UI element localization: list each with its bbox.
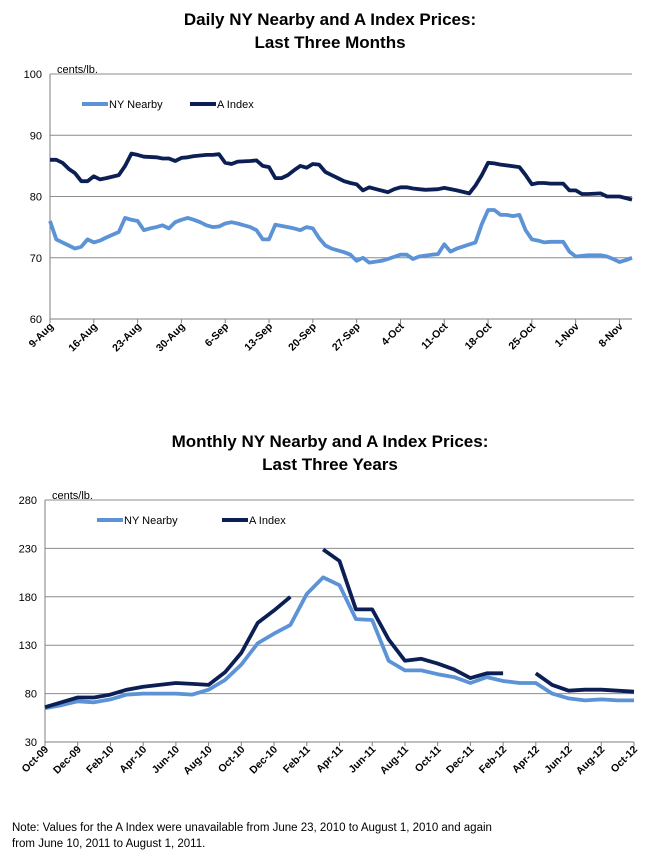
y-tick-label: 130 <box>19 640 37 652</box>
x-tick-label: Oct-11 <box>413 744 444 775</box>
legend-label: NY Nearby <box>109 99 163 111</box>
x-tick-label: Oct-10 <box>216 744 248 776</box>
x-tick-label: 1-Nov <box>553 321 582 350</box>
y-tick-label: 30 <box>25 737 37 749</box>
x-tick-label: Apr-10 <box>117 744 149 776</box>
y-tick-label: 180 <box>19 592 37 604</box>
footnote-line-2: from June 10, 2011 to August 1, 2011. <box>12 838 206 850</box>
series-line-ny-nearby <box>44 575 634 710</box>
x-tick-label: 18-Oct <box>463 320 495 352</box>
legend-label: A Index <box>249 515 286 527</box>
x-tick-label: 8-Nov <box>596 321 625 350</box>
daily-chart-title-line-2: Last Three Months <box>254 33 406 52</box>
x-tick-label: Apr-11 <box>314 744 346 776</box>
y-axis-label: cents/lb. <box>57 64 98 76</box>
x-tick-label: Aug-11 <box>378 744 411 777</box>
y-tick-label: 60 <box>30 314 42 326</box>
x-tick-label: 20-Sep <box>286 321 319 354</box>
series-line-a-index <box>50 151 633 202</box>
x-tick-label: Aug-12 <box>574 744 608 778</box>
y-tick-label: 90 <box>30 130 42 142</box>
y-tick-label: 280 <box>19 495 37 507</box>
x-tick-label: Dec-10 <box>247 744 280 777</box>
y-axis-label: cents/lb. <box>52 490 93 502</box>
x-tick-label: Feb-10 <box>84 744 117 777</box>
x-tick-label: 27-Sep <box>330 321 363 354</box>
y-tick-label: 80 <box>30 192 42 204</box>
x-tick-label: Feb-12 <box>477 744 510 777</box>
series-line-ny-nearby <box>48 208 633 265</box>
x-tick-label: 25-Oct <box>506 320 538 352</box>
x-tick-label: Jun-12 <box>542 744 575 777</box>
y-tick-label: 230 <box>19 543 37 555</box>
x-tick-label: 23-Aug <box>110 321 144 355</box>
footnote-line-1: Note: Values for the A Index were unavai… <box>12 822 492 834</box>
monthly-chart-title-line-1: Monthly NY Nearby and A Index Prices: <box>171 432 489 451</box>
x-tick-label: Oct-12 <box>609 744 641 776</box>
x-tick-label: Aug-10 <box>181 744 215 778</box>
x-tick-label: Jun-10 <box>150 744 183 777</box>
x-tick-label: 11-Oct <box>419 320 451 352</box>
x-tick-label: Feb-11 <box>281 744 313 776</box>
x-tick-label: Jun-11 <box>346 744 378 776</box>
x-tick-label: 6-Sep <box>203 321 232 350</box>
x-tick-label: Dec-11 <box>444 744 477 777</box>
daily-chart-title-line-1: Daily NY Nearby and A Index Prices: <box>183 10 477 29</box>
legend-label: A Index <box>217 99 254 111</box>
x-tick-label: Apr-12 <box>510 744 542 776</box>
monthly-chart-title-line-2: Last Three Years <box>262 455 398 474</box>
footnote: Note: Values for the A Index were unavai… <box>12 820 652 852</box>
series-line-a-index <box>322 547 504 680</box>
x-tick-label: Dec-09 <box>51 744 84 777</box>
y-tick-label: 70 <box>30 253 42 265</box>
y-tick-label: 100 <box>24 69 42 81</box>
x-tick-label: 16-Aug <box>66 321 100 355</box>
x-tick-label: 30-Aug <box>154 321 188 355</box>
x-tick-label: 4-Oct <box>379 320 407 348</box>
daily-chart-title: Daily NY Nearby and A Index Prices: Last… <box>0 8 660 54</box>
series-line-a-index <box>534 671 635 694</box>
x-tick-label: 13-Sep <box>242 321 275 354</box>
y-tick-label: 80 <box>25 689 37 701</box>
monthly-chart-title: Monthly NY Nearby and A Index Prices: La… <box>0 430 660 476</box>
series-line-a-index <box>44 595 292 710</box>
legend-label: NY Nearby <box>124 515 178 527</box>
